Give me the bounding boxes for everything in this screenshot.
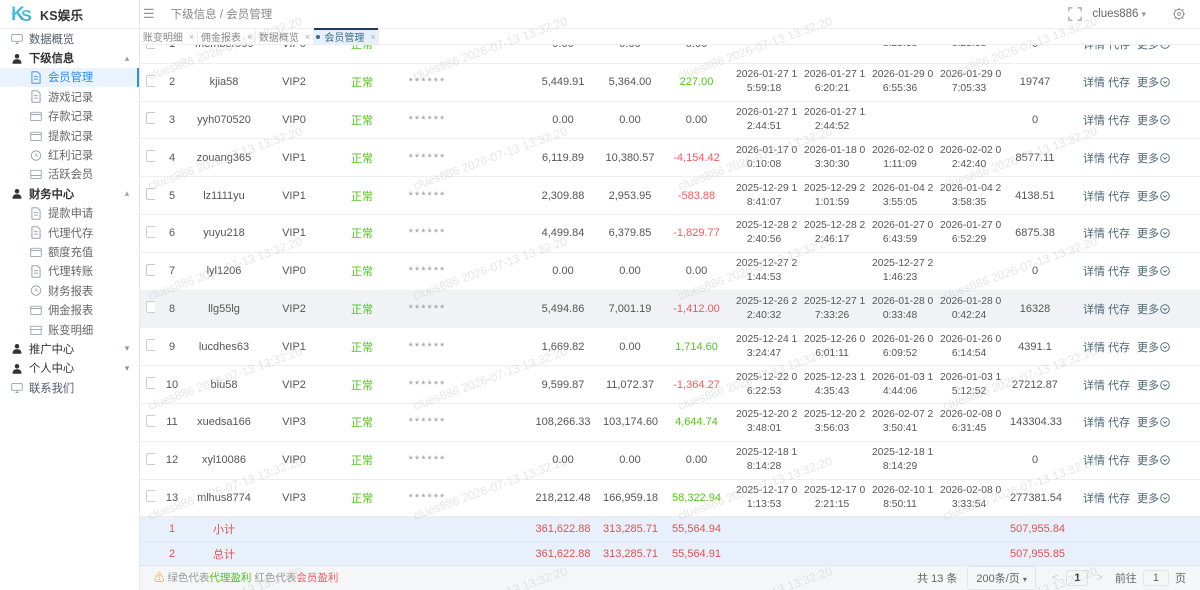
svg-text:S: S [21, 8, 32, 24]
